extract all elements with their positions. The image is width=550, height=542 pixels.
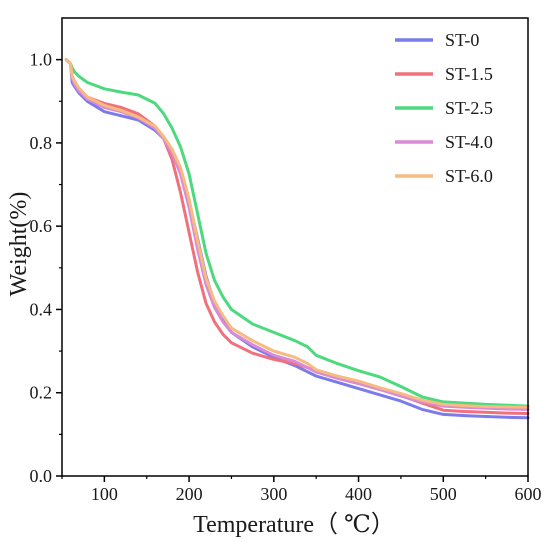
x-tick-label: 100 <box>91 484 118 504</box>
axes <box>61 17 529 477</box>
y-tick-label: 0.6 <box>30 216 53 236</box>
series-line-st-6-0 <box>64 58 530 409</box>
plot-area <box>64 58 530 420</box>
x-tick-label: 600 <box>515 484 542 504</box>
series-line-st-0 <box>64 58 530 420</box>
series-line-st-2-5 <box>64 58 530 408</box>
plot-frame <box>61 17 529 477</box>
legend: ST-0 ST-1.5 ST-2.5 ST-4.0 ST-6.0 <box>395 30 493 186</box>
x-tick-label: 200 <box>176 484 203 504</box>
y-tick-label: 1.0 <box>30 50 53 70</box>
legend-label-st-1-5: ST-1.5 <box>445 64 493 84</box>
legend-label-st-2-5: ST-2.5 <box>445 98 493 118</box>
x-tick-label: 400 <box>345 484 372 504</box>
y-tick-label: 0.2 <box>30 383 53 403</box>
y-tick-label: 0.4 <box>30 299 53 319</box>
legend-label-st-6-0: ST-6.0 <box>445 166 493 186</box>
series-line-st-4-0 <box>64 58 530 411</box>
y-tick-label: 0.8 <box>30 133 53 153</box>
legend-label-st-4-0: ST-4.0 <box>445 132 493 152</box>
x-axis-title: Temperature（ ℃） <box>193 512 395 538</box>
y-tick-label: 0.0 <box>30 466 53 486</box>
legend-label-st-0: ST-0 <box>445 30 479 50</box>
x-tick-label: 500 <box>430 484 457 504</box>
ticks: 100 200 300 400 500 600 0.0 0.2 0.4 0.6 0.8 1.0 <box>30 50 542 504</box>
x-tick-label: 300 <box>260 484 287 504</box>
y-axis-title: Weight(%) <box>6 192 32 297</box>
